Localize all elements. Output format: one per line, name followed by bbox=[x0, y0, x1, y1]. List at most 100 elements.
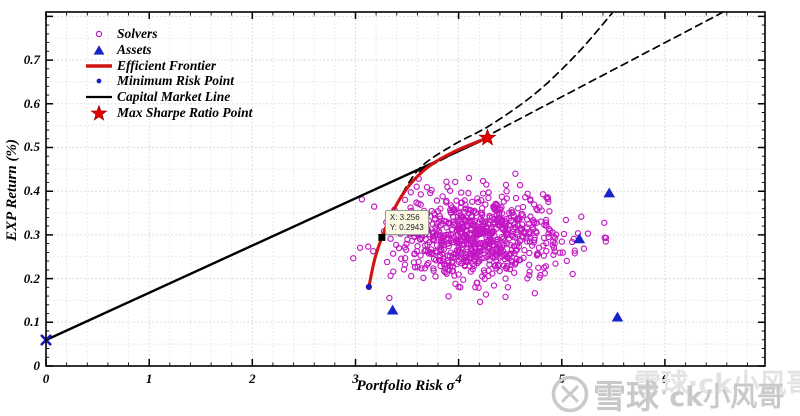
solver-point bbox=[483, 224, 490, 231]
solver-point bbox=[506, 265, 514, 273]
solver-point bbox=[469, 265, 476, 273]
solver-point bbox=[503, 195, 510, 202]
solver-point bbox=[457, 212, 464, 219]
solver-point bbox=[455, 223, 463, 230]
solver-point bbox=[411, 263, 419, 271]
solver-point bbox=[482, 291, 490, 298]
solver-point bbox=[433, 197, 441, 204]
solver-point bbox=[571, 247, 578, 254]
solver-point bbox=[506, 209, 513, 217]
solver-point bbox=[401, 196, 409, 204]
solver-point bbox=[536, 204, 543, 211]
datatip-y-value: Y: 0.2943 bbox=[389, 222, 424, 232]
solver-point bbox=[486, 212, 493, 220]
assets bbox=[386, 187, 624, 322]
solver-point bbox=[417, 191, 424, 198]
solver-point bbox=[358, 196, 366, 203]
solver-point bbox=[470, 262, 478, 270]
watermark-username: ck小风哥 bbox=[669, 381, 785, 413]
solver-point bbox=[455, 283, 462, 291]
series bbox=[40, 12, 723, 346]
solver-point bbox=[446, 252, 453, 259]
solver-point bbox=[463, 227, 470, 234]
solver-point bbox=[431, 215, 439, 222]
solver-point bbox=[478, 255, 485, 262]
solver-point bbox=[500, 241, 507, 248]
solver-point bbox=[540, 264, 548, 271]
solver-point bbox=[434, 208, 442, 215]
minimum-risk-point bbox=[365, 283, 372, 290]
solver-point bbox=[387, 272, 394, 279]
solver-point bbox=[542, 219, 550, 226]
solver-point bbox=[602, 234, 610, 242]
solver-point bbox=[480, 220, 487, 228]
solver-point bbox=[469, 198, 476, 205]
solver-point bbox=[429, 249, 436, 257]
solver-point bbox=[485, 245, 492, 252]
solver-point bbox=[513, 229, 520, 236]
solver-point bbox=[584, 230, 592, 237]
solver-point bbox=[498, 248, 505, 255]
solver-point bbox=[442, 265, 449, 272]
solver-point bbox=[430, 267, 437, 274]
solver-point bbox=[601, 219, 608, 226]
solver-point bbox=[401, 255, 409, 262]
solver-point bbox=[503, 188, 510, 195]
solver-point bbox=[383, 258, 391, 266]
solver-point bbox=[389, 250, 397, 257]
solver-point bbox=[545, 233, 552, 241]
solver-point bbox=[543, 240, 550, 247]
solver-point bbox=[502, 181, 510, 189]
solver-point bbox=[551, 240, 558, 247]
solver-point bbox=[502, 226, 509, 234]
solver-point bbox=[526, 249, 533, 257]
solver-point bbox=[475, 198, 482, 206]
watermark: 雪球·ck小风哥 雪球 · ck小风哥 bbox=[548, 366, 800, 416]
solver-point bbox=[493, 244, 501, 251]
solver-point bbox=[423, 184, 431, 191]
solver-point bbox=[441, 261, 448, 268]
solver-point bbox=[452, 280, 459, 287]
solver-point bbox=[524, 190, 531, 197]
solver-point bbox=[545, 230, 552, 237]
solver-point bbox=[456, 216, 463, 223]
solver-point bbox=[466, 206, 473, 214]
solver-point bbox=[556, 249, 564, 256]
solver-point bbox=[511, 269, 518, 276]
solver-point bbox=[458, 189, 465, 196]
solver-point bbox=[533, 205, 540, 212]
solver-point bbox=[481, 239, 488, 246]
solver-point bbox=[531, 290, 538, 297]
solver-point bbox=[540, 252, 548, 259]
solver-point bbox=[521, 230, 528, 237]
solver-point bbox=[418, 265, 425, 272]
solver-point bbox=[447, 263, 454, 270]
datatip-anchor bbox=[378, 233, 386, 241]
minor-ticks bbox=[46, 12, 765, 366]
solver-point bbox=[413, 183, 420, 190]
solver-point bbox=[480, 267, 488, 274]
solver-point bbox=[524, 224, 531, 231]
solver-point bbox=[571, 250, 578, 257]
solver-point bbox=[479, 177, 487, 185]
solver-point bbox=[521, 247, 528, 254]
solver-point bbox=[475, 284, 482, 291]
solver-point bbox=[485, 189, 492, 196]
solver-point bbox=[438, 239, 445, 247]
watermark-separator: · bbox=[660, 379, 669, 409]
solver-point bbox=[407, 204, 414, 211]
solver-point bbox=[504, 240, 511, 247]
solver-point bbox=[482, 201, 489, 208]
solver-point bbox=[432, 257, 439, 264]
watermark-ghost: 雪球·ck小风哥 bbox=[634, 369, 800, 400]
datatip[interactable]: X: 3.256 Y: 0.2943 bbox=[384, 210, 429, 236]
solvers bbox=[350, 170, 610, 306]
solver-point bbox=[442, 269, 449, 276]
solver-point bbox=[512, 170, 519, 177]
major-ticks bbox=[45, 12, 765, 367]
solver-point bbox=[525, 220, 532, 228]
solver-point bbox=[527, 197, 534, 204]
solver-point bbox=[457, 199, 464, 207]
solver-point bbox=[485, 194, 492, 202]
